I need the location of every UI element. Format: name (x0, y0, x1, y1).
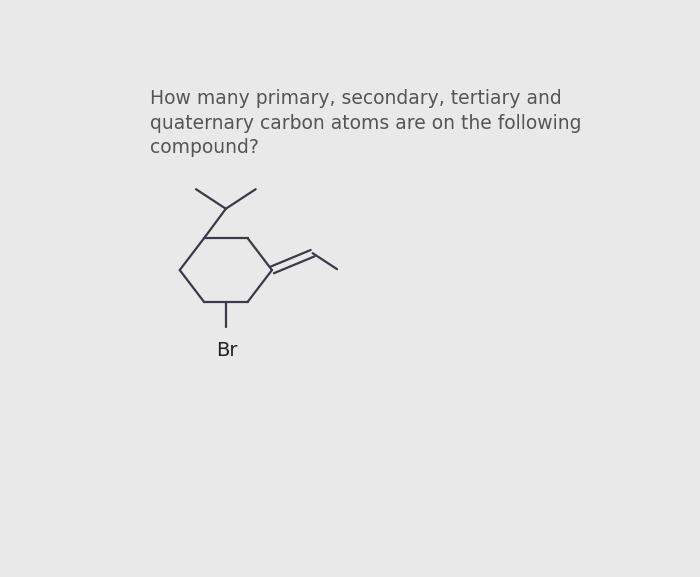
Text: compound?: compound? (150, 138, 259, 157)
Text: quaternary carbon atoms are on the following: quaternary carbon atoms are on the follo… (150, 114, 582, 133)
Text: How many primary, secondary, tertiary and: How many primary, secondary, tertiary an… (150, 89, 561, 108)
Text: Br: Br (216, 341, 238, 360)
